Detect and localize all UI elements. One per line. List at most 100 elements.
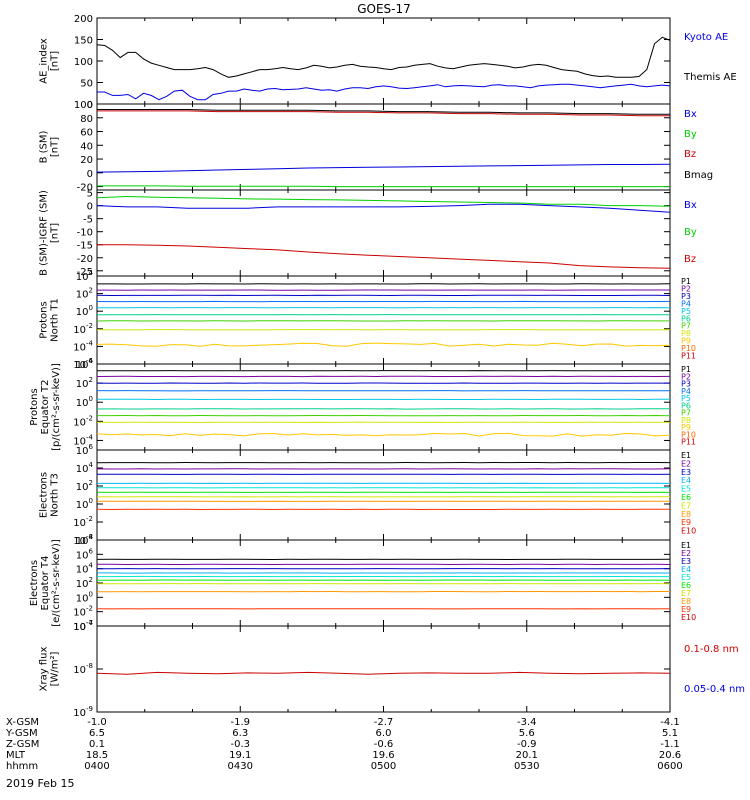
legend-entry: P3 xyxy=(681,380,691,389)
y-axis-label: Equator T2 xyxy=(40,380,51,435)
series-line-bmag xyxy=(97,109,670,115)
x-tick-label: 0500 xyxy=(371,761,396,772)
legend-entry: E9 xyxy=(681,605,691,614)
y-tick-label: 60 xyxy=(80,128,93,139)
y-tick-label: 100 xyxy=(76,497,93,511)
y-tick-label: 0 xyxy=(87,100,93,111)
y-tick-label: 40 xyxy=(80,141,93,152)
y-axis-label: Xray flux xyxy=(39,647,50,692)
legend-entry: P10 xyxy=(681,344,696,353)
legend-entry: P1 xyxy=(681,365,691,374)
legend-entry: E3 xyxy=(681,468,691,477)
panel-ae: 0 50 100 150 200 AE_index [nT] Kyoto AE Themis A… xyxy=(39,14,737,111)
legend-entry: E2 xyxy=(681,549,691,558)
legend-entry: E4 xyxy=(681,476,691,485)
x-tick-label: 18.5 xyxy=(86,750,108,761)
y-axis-label: North T1 xyxy=(50,298,61,342)
x-tick-label: -1.9 xyxy=(230,717,250,728)
series-line-p9 xyxy=(96,432,671,437)
legend-entry: P4 xyxy=(681,387,691,396)
legend-entry: P4 xyxy=(681,299,691,308)
x-row-label: X-GSM xyxy=(6,717,39,728)
y-tick-label: 0 xyxy=(87,169,93,180)
y-axis-label: [nT] xyxy=(50,51,61,71)
y-tick-label: 5 xyxy=(87,189,93,200)
legend-entry: E10 xyxy=(681,613,696,622)
x-tick-label: 19.1 xyxy=(229,750,251,761)
y-axis-label: AE_index xyxy=(39,38,50,84)
y-tick-label: 10-2 xyxy=(73,515,93,529)
legend-entry: E9 xyxy=(681,518,691,527)
legend-entry: E7 xyxy=(681,589,691,598)
y-tick-label: 0 xyxy=(87,202,93,213)
legend-entry: E2 xyxy=(681,459,691,468)
y-tick-label: 10-7 xyxy=(73,619,93,633)
x-tick-label: 6.0 xyxy=(376,728,392,739)
panel-frame xyxy=(96,625,671,713)
series-line-bx xyxy=(96,203,671,213)
legend-entry: 0.05-0.4 nm xyxy=(684,684,745,695)
y-tick-label: 100 xyxy=(76,304,93,318)
legend-entry: P10 xyxy=(681,430,696,439)
legend-entry: E8 xyxy=(681,510,691,519)
x-row-label: hhmm xyxy=(6,761,38,772)
date-label: 2019 Feb 15 xyxy=(6,777,74,790)
y-axis-label: [nT] xyxy=(50,223,61,243)
x-tick-label: 0400 xyxy=(84,761,109,772)
legend-entry: E5 xyxy=(681,573,691,582)
series-line-0-1-0-8-nm xyxy=(96,671,671,675)
legend-entry: E6 xyxy=(681,493,691,502)
series-line-bz xyxy=(97,244,671,269)
y-tick-label: -10 xyxy=(77,228,93,239)
y-tick-label: 104 xyxy=(76,562,94,576)
x-tick-label: 20.6 xyxy=(659,750,681,761)
y-axis-label: Equator T4 xyxy=(40,556,51,611)
legend-entry: P7 xyxy=(681,409,691,418)
legend-entry: Bmag xyxy=(684,170,713,181)
legend-entry: By xyxy=(684,129,697,140)
y-tick-label: 108 xyxy=(76,533,93,547)
legend-entry: P3 xyxy=(681,292,691,301)
y-tick-label: -20 xyxy=(77,183,93,194)
series-line-p9 xyxy=(96,342,671,347)
y-tick-label: 104 xyxy=(76,461,94,475)
x-tick-label: 6.3 xyxy=(232,728,248,739)
y-axis-label: [p/(cm²-s-sr-keV)] xyxy=(51,363,62,451)
y-tick-label: -15 xyxy=(77,241,93,252)
legend-entry: P1 xyxy=(681,277,691,286)
x-tick-label: -2.7 xyxy=(374,717,394,728)
legend-entry: P5 xyxy=(681,307,691,316)
legend-entry: P2 xyxy=(681,284,691,293)
x-tick-label: -0.9 xyxy=(517,739,537,750)
y-tick-label: 10-2 xyxy=(73,414,93,428)
x-row-label: Y-GSM xyxy=(5,728,38,739)
y-tick-label: 100 xyxy=(76,590,93,604)
y-tick-label: 80 xyxy=(80,114,93,125)
y-axis-label: Protons xyxy=(29,388,40,425)
legend-entry: E4 xyxy=(681,565,691,574)
legend-entry: Bz xyxy=(684,254,696,265)
legend-entry: P11 xyxy=(681,352,696,361)
x-tick-label: -1.1 xyxy=(660,739,680,750)
legend-entry: 0.1-0.8 nm xyxy=(684,644,739,655)
legend-entry: E8 xyxy=(681,597,691,606)
y-axis-label: North T3 xyxy=(50,473,61,517)
series-line-by xyxy=(97,185,670,188)
series-line-bz xyxy=(97,110,670,117)
legend-entry: P5 xyxy=(681,394,691,403)
y-axis-label: B (SM)-IGRF (SM) xyxy=(39,190,50,276)
x-tick-label: 0600 xyxy=(657,761,682,772)
legend-entry: By xyxy=(684,227,697,238)
x-row-label: Z-GSM xyxy=(6,739,39,750)
panel-frame xyxy=(96,189,671,277)
y-axis-label: B (SM) xyxy=(39,130,50,163)
y-tick-label: 150 xyxy=(74,36,93,47)
series-line-by xyxy=(96,195,671,207)
y-tick-label: 102 xyxy=(76,479,93,493)
panel-frame xyxy=(96,539,671,627)
y-tick-label: 50 xyxy=(80,79,93,90)
